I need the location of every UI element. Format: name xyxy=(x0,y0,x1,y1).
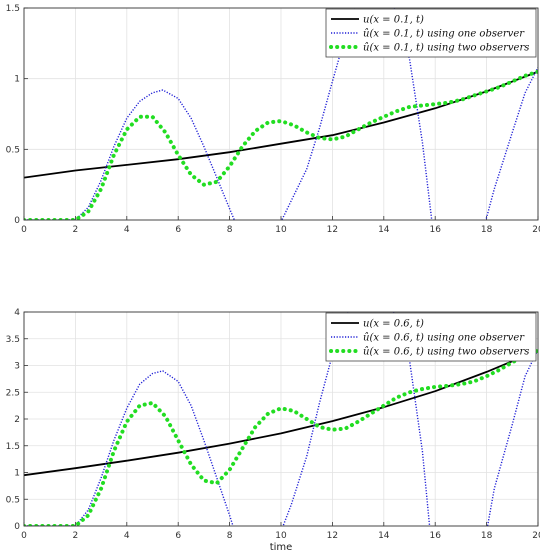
y-tick-label: 0 xyxy=(14,216,20,226)
y-tick-label: 1 xyxy=(14,469,20,479)
legend-entry-2: û(x = 0.6, t) using two observers xyxy=(363,347,529,358)
x-tick-label: 4 xyxy=(124,531,130,541)
x-tick-label: 18 xyxy=(481,225,493,235)
legend-entry-0: u(x = 0.6, t) xyxy=(363,319,424,330)
x-tick-label: 6 xyxy=(175,225,181,235)
y-tick-label: 3.5 xyxy=(6,335,20,345)
x-tick-label: 18 xyxy=(481,531,493,541)
x-tick-label: 2 xyxy=(73,225,79,235)
y-tick-label: 1 xyxy=(14,75,20,85)
y-tick-label: 3 xyxy=(14,362,20,372)
y-tick-label: 2.5 xyxy=(6,388,20,398)
x-tick-label: 14 xyxy=(378,225,390,235)
y-tick-label: 1.5 xyxy=(6,442,20,452)
legend-entry-2: û(x = 0.1, t) using two observers xyxy=(363,43,529,54)
series-group xyxy=(24,8,538,220)
legend-entry-0: u(x = 0.1, t) xyxy=(363,15,424,26)
y-tick-label: 1.5 xyxy=(6,4,20,14)
x-tick-label: 4 xyxy=(124,225,130,235)
x-tick-label: 12 xyxy=(327,225,338,235)
series-line-2 xyxy=(24,348,538,526)
x-tick-label: 8 xyxy=(227,531,233,541)
x-tick-label: 8 xyxy=(227,225,233,235)
x-tick-label: 16 xyxy=(429,225,441,235)
axes-frame xyxy=(23,311,539,527)
series-line-1 xyxy=(24,312,538,526)
x-tick-label: 14 xyxy=(378,531,390,541)
x-tick-label: 0 xyxy=(21,225,27,235)
legend-entry-1: û(x = 0.1, t) using one observer xyxy=(363,29,525,40)
x-tick-label: 10 xyxy=(275,225,287,235)
lower-plot: 0 2 4 6 8 10 12 14 16 18 20 0 0.5 1 1.5 2 2.5 3 3.5 4 time u(… xyxy=(6,308,540,553)
legend-box xyxy=(325,312,537,362)
series-line-1 xyxy=(24,8,538,220)
y-tick-label: 0.5 xyxy=(6,145,20,155)
x-tick-label: 2 xyxy=(73,531,79,541)
x-tick-label: 0 xyxy=(21,531,27,541)
x-axis-label: time xyxy=(270,542,293,553)
x-tick-label: 10 xyxy=(275,531,287,541)
y-tick-label: 2 xyxy=(14,415,20,425)
series-line-2 xyxy=(24,69,538,220)
x-tick-label: 6 xyxy=(175,531,181,541)
legend-entry-1: û(x = 0.6, t) using one observer xyxy=(363,333,525,344)
y-tick-label: 0.5 xyxy=(6,495,20,505)
x-tick-label: 20 xyxy=(532,531,540,541)
axes-frame xyxy=(23,7,539,221)
y-tick-label: 4 xyxy=(14,308,20,318)
legend-box xyxy=(325,8,537,58)
y-tick-label: 0 xyxy=(14,522,20,532)
legend: u(x = 0.6, t) û(x = 0.6, t) using one obs… xyxy=(325,312,537,362)
x-tick-label: 20 xyxy=(532,225,540,235)
x-tick-label: 16 xyxy=(429,531,441,541)
series-group xyxy=(24,312,538,526)
upper-plot: 0 2 4 6 8 10 12 14 16 18 20 0 0.5 1 1.5 u(x = 0.1, t) û(… xyxy=(6,4,540,235)
legend: u(x = 0.1, t) û(x = 0.1, t) using one obs… xyxy=(325,8,537,58)
x-tick-label: 12 xyxy=(327,531,338,541)
